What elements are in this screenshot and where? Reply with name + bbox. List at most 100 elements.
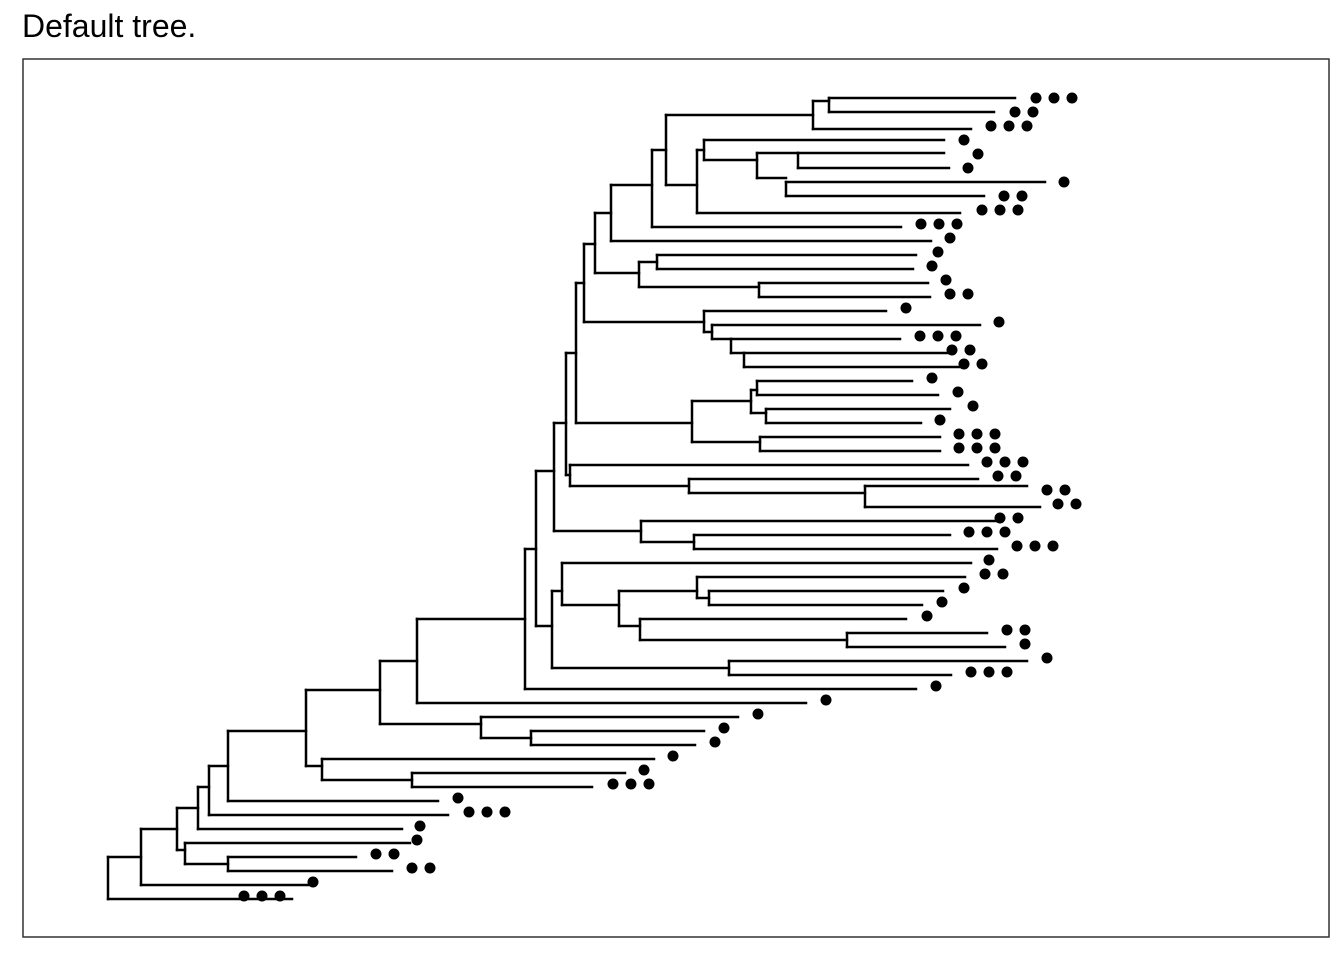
tip-dot [936, 596, 948, 608]
tip-dot [953, 428, 965, 440]
tip-dot [1009, 106, 1021, 118]
tip-dot [274, 890, 286, 902]
tip-dot [643, 778, 655, 790]
tip-dot [1001, 624, 1013, 636]
tip-dot [1019, 638, 1031, 650]
tip-dot [932, 330, 944, 342]
plot-border [22, 58, 1330, 938]
tip-dot [915, 218, 927, 230]
tip-dot [752, 708, 764, 720]
tip-dot [985, 120, 997, 132]
tip-dot [994, 512, 1006, 524]
tip-dot [1017, 456, 1029, 468]
tip-dot [967, 400, 979, 412]
tip-dot [667, 750, 679, 762]
tip-dot [976, 358, 988, 370]
tip-dot [999, 456, 1011, 468]
tip-dot [709, 736, 721, 748]
tip-dot [1047, 540, 1059, 552]
tip-dot [965, 666, 977, 678]
tip-dot [963, 526, 975, 538]
tip-dot [463, 806, 475, 818]
tip-dot [944, 288, 956, 300]
tip-dot [452, 792, 464, 804]
tip-dot [983, 554, 995, 566]
tip-dot [1059, 484, 1071, 496]
tip-dot [307, 876, 319, 888]
tip-dot [481, 806, 493, 818]
tip-dot [914, 330, 926, 342]
tip-dot [921, 610, 933, 622]
tip-dot [370, 848, 382, 860]
tip-dot [952, 386, 964, 398]
tip-dot [1029, 540, 1041, 552]
tip-dot [971, 442, 983, 454]
tip-dot [958, 134, 970, 146]
tip-dot [971, 428, 983, 440]
tip-dot [933, 218, 945, 230]
tip-dot [1030, 92, 1042, 104]
tip-dot [238, 890, 250, 902]
tip-dot [1058, 176, 1070, 188]
tip-dot [950, 330, 962, 342]
tip-dot [1041, 652, 1053, 664]
tip-dot [424, 862, 436, 874]
tip-dot [607, 778, 619, 790]
tip-dot [926, 260, 938, 272]
tip-dot [1027, 106, 1039, 118]
tip-dot [1010, 470, 1022, 482]
tip-dot [1001, 666, 1013, 678]
tip-dot [958, 358, 970, 370]
tip-dot [997, 568, 1009, 580]
tip-dot [1048, 92, 1060, 104]
tip-dot [992, 470, 1004, 482]
tip-dot [972, 148, 984, 160]
tip-dot [414, 820, 426, 832]
branch-layer [106, 96, 1047, 901]
tip-dot [1019, 624, 1031, 636]
tip-dot [1003, 120, 1015, 132]
tip-dot [951, 218, 963, 230]
tip-dot [999, 526, 1011, 538]
tip-dot [406, 862, 418, 874]
tip-dot [1070, 498, 1082, 510]
tip-dot [499, 806, 511, 818]
tip-dot [820, 694, 832, 706]
chart-title: Default tree. [22, 8, 197, 44]
tip-dot [958, 582, 970, 594]
tip-dot [962, 162, 974, 174]
tip-dot [625, 778, 637, 790]
tip-dot [1041, 484, 1053, 496]
tip-dot [981, 456, 993, 468]
tip-dot [1021, 120, 1033, 132]
tip-dot [934, 414, 946, 426]
tip-dot-layer [238, 92, 1082, 902]
tip-dot [638, 764, 650, 776]
tip-dot [1011, 540, 1023, 552]
tip-dot [989, 442, 1001, 454]
tip-dot [900, 302, 912, 314]
tip-dot [718, 722, 730, 734]
tip-dot [993, 316, 1005, 328]
tip-dot [932, 246, 944, 258]
tip-dot [998, 190, 1010, 202]
tip-dot [388, 848, 400, 860]
tip-dot [983, 666, 995, 678]
tip-dot [1016, 190, 1028, 202]
tip-dot [930, 680, 942, 692]
tip-dot [953, 442, 965, 454]
tip-dot [976, 204, 988, 216]
tip-dot [256, 890, 268, 902]
tip-dot [1012, 204, 1024, 216]
tip-dot [964, 344, 976, 356]
tip-dot [994, 204, 1006, 216]
tip-dot [1012, 512, 1024, 524]
tip-dot [926, 372, 938, 384]
tip-dot [411, 834, 423, 846]
tip-dot [962, 288, 974, 300]
tip-dot [1066, 92, 1078, 104]
tip-dot [944, 232, 956, 244]
tip-dot [946, 344, 958, 356]
tip-dot [1052, 498, 1064, 510]
tip-dot [989, 428, 1001, 440]
